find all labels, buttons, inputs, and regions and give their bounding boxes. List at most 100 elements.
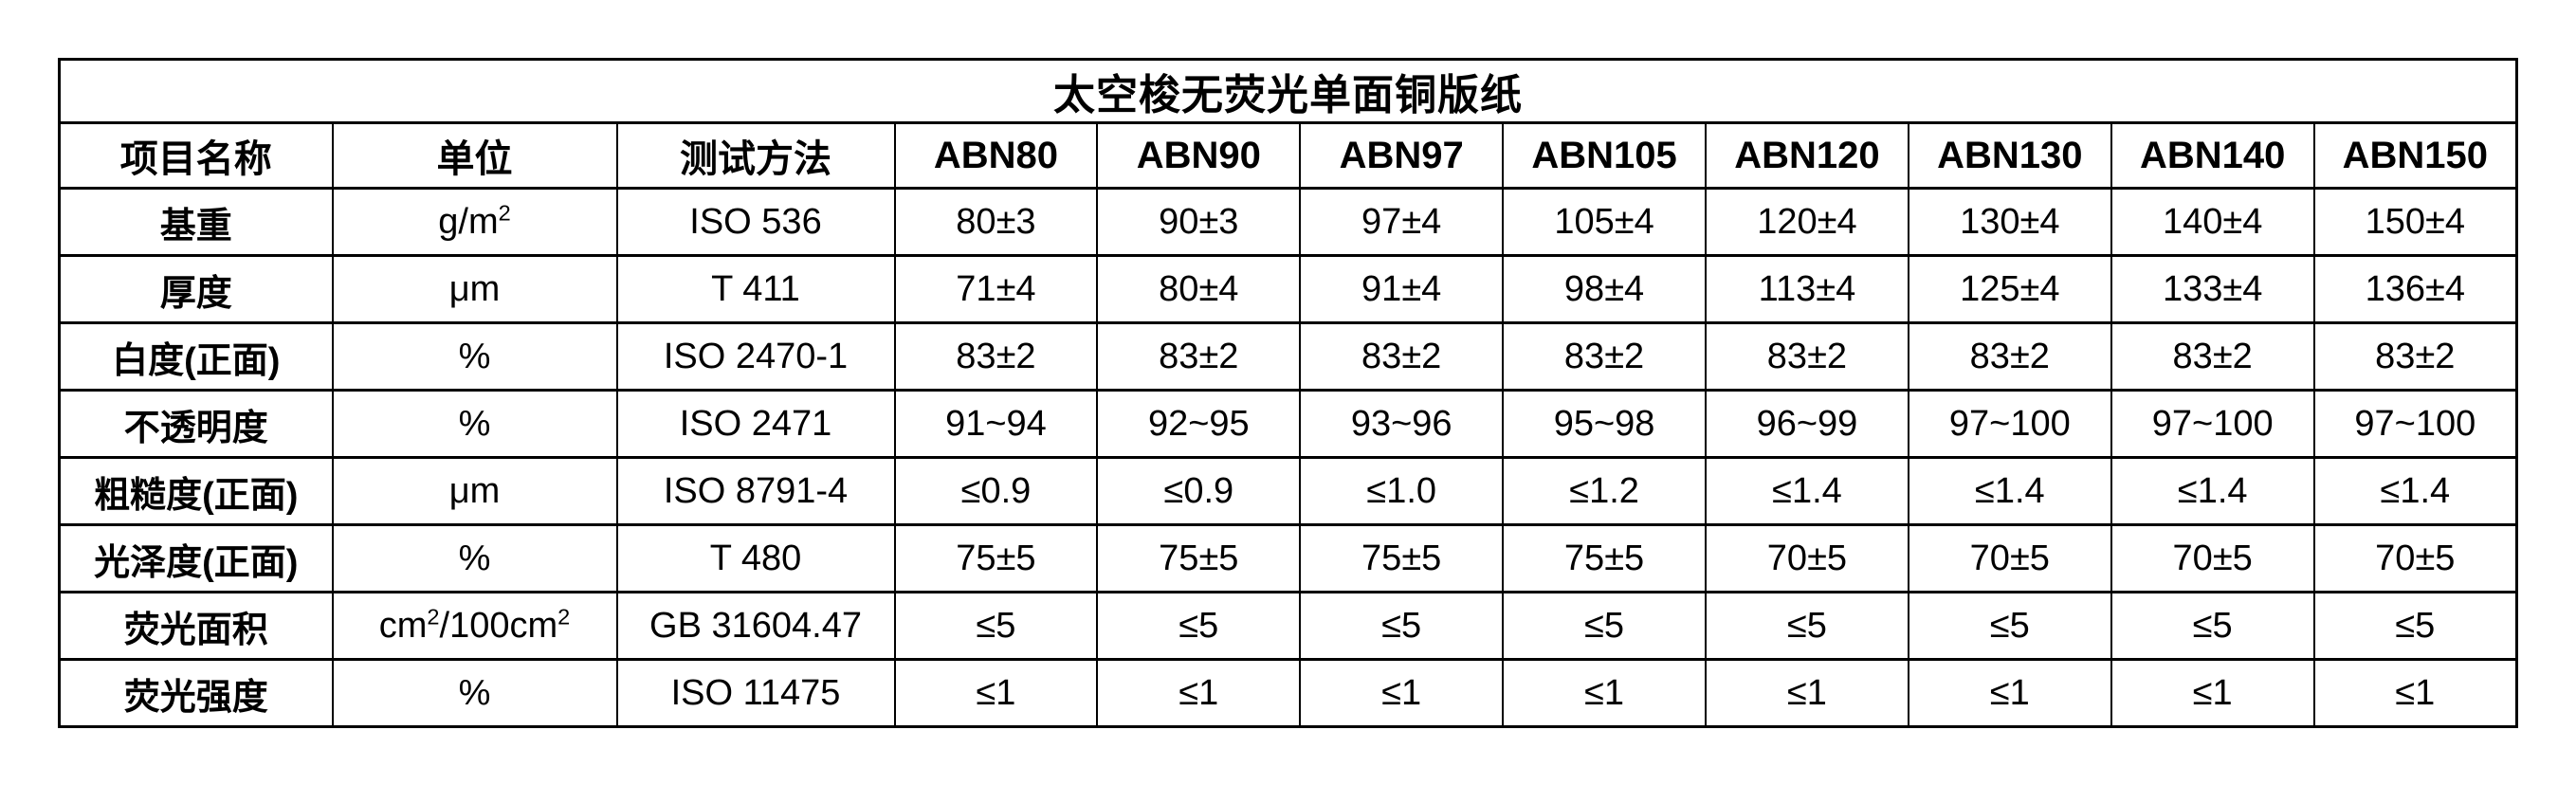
value-cell: ≤1	[893, 658, 1099, 728]
table-row: 荧光强度% ISO 11475 ≤1 ≤1 ≤1 ≤1 ≤1 ≤1 ≤1 ≤1	[58, 658, 2518, 728]
row-method-cell: T 411	[615, 254, 896, 324]
table-row: 白度(正面)% ISO 2470-1 83±2 83±2 83±2 83±2 83±2 83±…	[58, 321, 2518, 392]
value-cell: ≤1	[1907, 658, 2112, 728]
row-method-cell: ISO 8791-4	[615, 456, 896, 526]
value-cell: ≤1.4	[1907, 456, 2112, 526]
value-cell: ≤0.9	[893, 456, 1099, 526]
column-header-abn90: ABN90	[1096, 121, 1302, 190]
row-name-cell: 白度(正面)	[58, 321, 334, 392]
table-row: 基重 g/m2 ISO 536 80±3 90±3 97±4 105±4 120±4 130±4…	[58, 187, 2518, 257]
value-cell: 83±2	[1096, 321, 1302, 392]
value-cell: ≤1	[1502, 658, 1707, 728]
value-cell: ≤5	[893, 591, 1099, 661]
value-cell: 97~100	[1907, 389, 2112, 459]
value-cell: ≤1.2	[1502, 456, 1707, 526]
value-cell: 130±4	[1907, 187, 2112, 257]
value-cell: ≤1.4	[2110, 456, 2315, 526]
value-cell: ≤5	[1299, 591, 1505, 661]
value-cell: 71±4	[893, 254, 1099, 324]
value-cell: ≤1	[2312, 658, 2518, 728]
value-cell: ≤5	[1907, 591, 2112, 661]
value-cell: 70±5	[1705, 523, 1909, 593]
value-cell: ≤1.4	[2312, 456, 2518, 526]
value-cell: 91~94	[893, 389, 1099, 459]
column-header-abn120: ABN120	[1705, 121, 1909, 190]
spec-table: 太空梭无荧光单面铜版纸 项目名称 单位 测试方法 ABN80 ABN90 ABN97 ABN…	[58, 58, 2518, 728]
row-unit-cell: μm	[331, 456, 618, 526]
column-header-: 项目名称	[58, 121, 334, 190]
value-cell: 83±2	[1502, 321, 1707, 392]
value-cell: 93~96	[1299, 389, 1505, 459]
row-name-cell: 荧光强度	[58, 658, 334, 728]
row-unit-cell: %	[331, 321, 618, 392]
value-cell: 70±5	[2110, 523, 2315, 593]
value-cell: ≤5	[2110, 591, 2315, 661]
value-cell: 96~99	[1705, 389, 1909, 459]
value-cell: 150±4	[2312, 187, 2518, 257]
row-method-cell: ISO 2470-1	[615, 321, 896, 392]
column-header-abn140: ABN140	[2110, 121, 2315, 190]
value-cell: 83±2	[893, 321, 1099, 392]
column-header-abn97: ABN97	[1299, 121, 1505, 190]
value-cell: 75±5	[1299, 523, 1505, 593]
page: 太空梭无荧光单面铜版纸 项目名称 单位 测试方法 ABN80 ABN90 ABN97 ABN…	[58, 58, 2518, 728]
column-header-abn80: ABN80	[893, 121, 1099, 190]
value-cell: 70±5	[1907, 523, 2112, 593]
value-cell: 136±4	[2312, 254, 2518, 324]
value-cell: 98±4	[1502, 254, 1707, 324]
value-cell: ≤1.0	[1299, 456, 1505, 526]
column-header-abn105: ABN105	[1502, 121, 1707, 190]
value-cell: ≤5	[1502, 591, 1707, 661]
table-row: 不透明度% ISO 2471 91~94 92~95 93~96 95~98 96~99 97…	[58, 389, 2518, 459]
value-cell: 70±5	[2312, 523, 2518, 593]
table-row: 荧光面积 cm2/100cm2 GB 31604.47 ≤5 ≤5 ≤5 ≤5 ≤5 ≤5 ≤5 ≤…	[58, 591, 2518, 661]
table-title: 太空梭无荧光单面铜版纸	[58, 58, 2518, 124]
value-cell: 83±2	[2312, 321, 2518, 392]
row-method-cell: ISO 11475	[615, 658, 896, 728]
value-cell: ≤5	[1096, 591, 1302, 661]
value-cell: ≤1	[1299, 658, 1505, 728]
value-cell: 80±3	[893, 187, 1099, 257]
row-name-cell: 基重	[58, 187, 334, 257]
value-cell: 97±4	[1299, 187, 1505, 257]
row-method-cell: ISO 2471	[615, 389, 896, 459]
row-unit-cell: cm2/100cm2	[331, 591, 618, 661]
value-cell: 83±2	[1907, 321, 2112, 392]
column-header-: 单位	[331, 121, 618, 190]
table-row: 厚度 μm T 411 71±4 80±4 91±4 98±4 113±4 125±4 133±4…	[58, 254, 2518, 324]
value-cell: 140±4	[2110, 187, 2315, 257]
value-cell: 92~95	[1096, 389, 1302, 459]
value-cell: ≤5	[2312, 591, 2518, 661]
value-cell: 83±2	[2110, 321, 2315, 392]
column-header-: 测试方法	[615, 121, 896, 190]
row-method-cell: T 480	[615, 523, 896, 593]
value-cell: 80±4	[1096, 254, 1302, 324]
table-row: 粗糙度(正面) μm ISO 8791-4 ≤0.9 ≤0.9 ≤1.0 ≤1.2 ≤1.4 ≤…	[58, 456, 2518, 526]
row-method-cell: ISO 536	[615, 187, 896, 257]
value-cell: ≤1.4	[1705, 456, 1909, 526]
value-cell: 113±4	[1705, 254, 1909, 324]
column-header-abn130: ABN130	[1907, 121, 2112, 190]
value-cell: 75±5	[893, 523, 1099, 593]
value-cell: 97~100	[2110, 389, 2315, 459]
value-cell: 83±2	[1705, 321, 1909, 392]
value-cell: 83±2	[1299, 321, 1505, 392]
row-unit-cell: μm	[331, 254, 618, 324]
value-cell: ≤5	[1705, 591, 1909, 661]
value-cell: 91±4	[1299, 254, 1505, 324]
value-cell: ≤1	[2110, 658, 2315, 728]
row-unit-cell: %	[331, 389, 618, 459]
table-row: 光泽度(正面)% T 480 75±5 75±5 75±5 75±5 70±5 70±5 70±…	[58, 523, 2518, 593]
row-name-cell: 厚度	[58, 254, 334, 324]
value-cell: ≤1	[1096, 658, 1302, 728]
value-cell: ≤0.9	[1096, 456, 1302, 526]
value-cell: 105±4	[1502, 187, 1707, 257]
title-row: 太空梭无荧光单面铜版纸	[58, 58, 2518, 124]
value-cell: 75±5	[1096, 523, 1302, 593]
row-method-cell: GB 31604.47	[615, 591, 896, 661]
row-name-cell: 荧光面积	[58, 591, 334, 661]
value-cell: 125±4	[1907, 254, 2112, 324]
row-unit-cell: %	[331, 523, 618, 593]
value-cell: 75±5	[1502, 523, 1707, 593]
value-cell: 95~98	[1502, 389, 1707, 459]
